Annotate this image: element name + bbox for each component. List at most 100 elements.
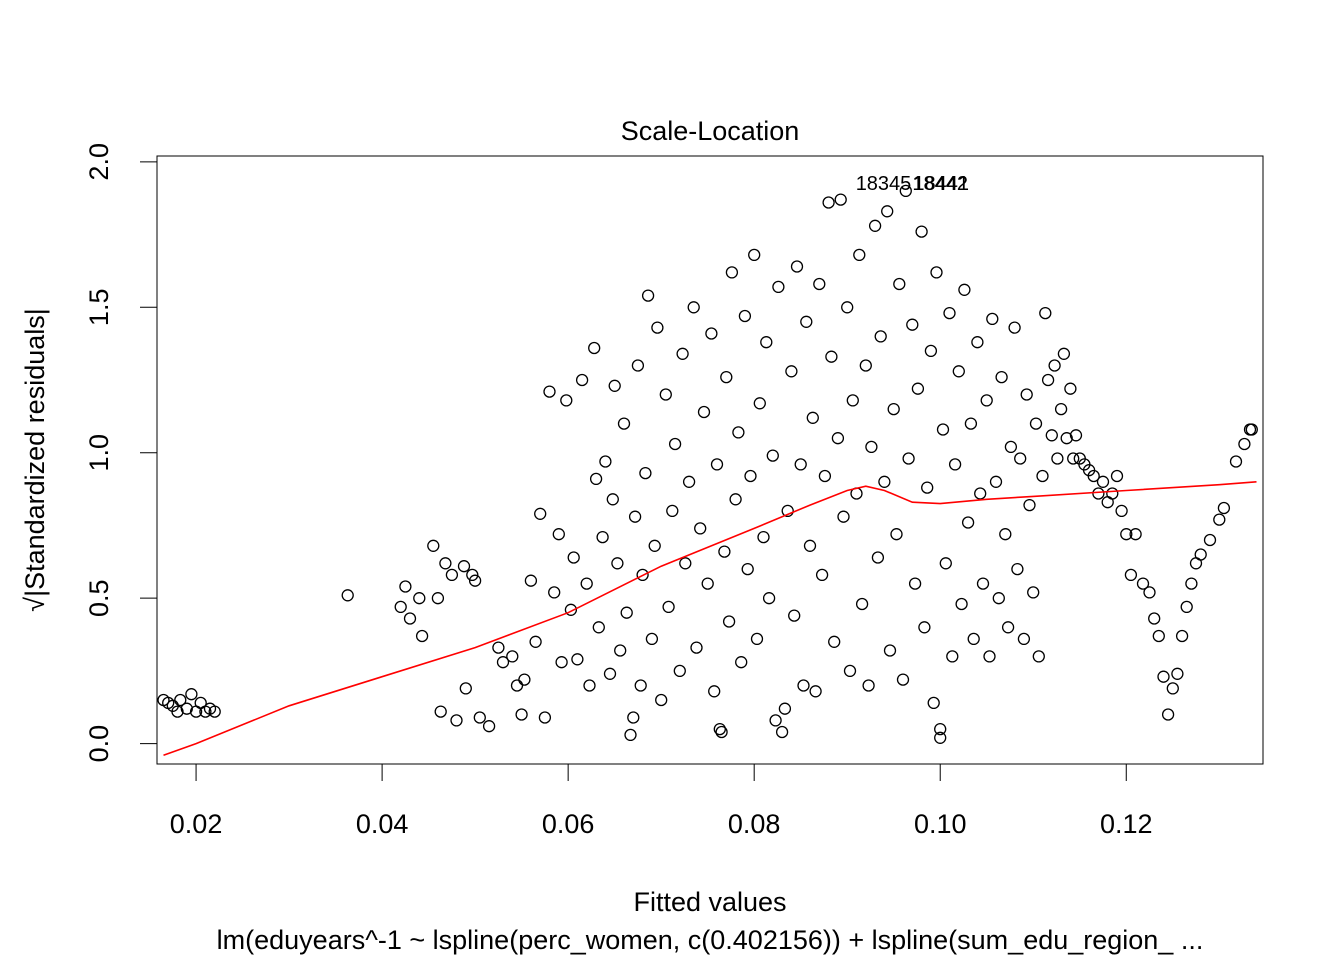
data-point: [948, 458, 962, 471]
data-point: [899, 184, 912, 198]
data-point: [208, 705, 221, 718]
outlier-label: 18345: [856, 173, 912, 195]
data-point: [713, 722, 726, 736]
data-point: [694, 522, 707, 535]
data-point: [603, 667, 617, 680]
data-point: [1152, 629, 1165, 643]
points-layer: [157, 184, 1258, 744]
data-point: [887, 402, 900, 416]
data-point: [434, 705, 447, 718]
data-point: [911, 382, 925, 395]
data-point: [588, 341, 601, 355]
data-point: [1008, 321, 1021, 334]
data-point: [797, 679, 810, 692]
data-point: [961, 516, 975, 529]
data-point: [918, 621, 931, 634]
data-point: [806, 411, 819, 424]
data-point: [636, 568, 649, 582]
data-point: [980, 394, 993, 407]
data-point: [1027, 586, 1040, 599]
data-point: [715, 725, 728, 739]
data-point: [473, 711, 486, 724]
data-point: [1032, 650, 1045, 663]
data-point: [995, 370, 1008, 384]
data-point: [466, 568, 479, 582]
data-point: [1166, 682, 1179, 695]
data-point: [813, 277, 826, 291]
data-point: [171, 705, 184, 718]
data-point: [831, 432, 845, 445]
data-point: [580, 577, 593, 590]
data-point: [617, 417, 631, 430]
data-point: [538, 711, 552, 724]
data-point: [1011, 562, 1024, 576]
x-tick-label: 0.12: [1100, 809, 1153, 839]
data-point: [427, 539, 440, 552]
x-tick-label: 0.06: [542, 809, 595, 839]
data-point: [567, 551, 580, 564]
data-point: [794, 458, 807, 471]
data-point: [1087, 469, 1100, 483]
data-point: [1148, 612, 1161, 625]
x-tick-label: 0.02: [170, 809, 223, 839]
data-point: [608, 379, 621, 392]
data-point: [803, 539, 817, 552]
data-point: [1039, 306, 1052, 320]
data-point: [1203, 533, 1217, 547]
data-point: [896, 673, 910, 686]
data-point: [710, 458, 724, 471]
data-point: [1001, 621, 1015, 634]
data-point: [445, 568, 459, 582]
data-point: [964, 417, 978, 430]
y-tick-label: 1.5: [84, 289, 114, 327]
data-point: [524, 574, 538, 587]
data-point: [841, 301, 854, 314]
data-point: [571, 653, 584, 666]
data-point: [341, 589, 354, 602]
data-point: [825, 350, 838, 363]
data-point: [781, 504, 794, 518]
data-point: [741, 562, 754, 576]
data-point: [939, 557, 952, 570]
data-point: [697, 405, 711, 419]
outlier-label: 18441: [913, 173, 969, 195]
data-point: [809, 685, 822, 698]
data-point: [679, 557, 692, 570]
data-point: [174, 693, 187, 707]
data-point: [459, 682, 472, 695]
data-point: [628, 510, 642, 523]
data-point: [778, 702, 792, 715]
data-point: [785, 365, 798, 378]
data-point: [583, 679, 596, 692]
data-point: [1004, 440, 1018, 454]
data-point: [413, 592, 426, 605]
data-point: [496, 656, 510, 669]
data-point: [575, 373, 589, 387]
data-point: [666, 504, 679, 518]
data-point: [955, 597, 968, 611]
data-point: [1180, 600, 1193, 614]
data-point: [1143, 586, 1156, 599]
data-point: [1057, 347, 1071, 360]
data-point: [1014, 452, 1027, 465]
data-point: [450, 714, 463, 727]
data-point: [534, 507, 547, 520]
data-point: [687, 301, 700, 314]
data-point: [1110, 469, 1124, 483]
data-point: [757, 530, 770, 544]
data-point: [722, 615, 736, 628]
data-point: [620, 606, 633, 619]
data-point: [645, 632, 659, 646]
data-point: [555, 656, 568, 669]
data-point: [883, 644, 897, 657]
data-point: [846, 394, 859, 407]
data-point: [596, 530, 609, 544]
data-point: [718, 545, 731, 558]
data-point: [1045, 429, 1058, 442]
data-point: [690, 641, 703, 654]
data-point: [1106, 487, 1119, 500]
data-point: [1185, 577, 1198, 590]
data-point: [921, 481, 934, 494]
data-point: [394, 600, 407, 614]
